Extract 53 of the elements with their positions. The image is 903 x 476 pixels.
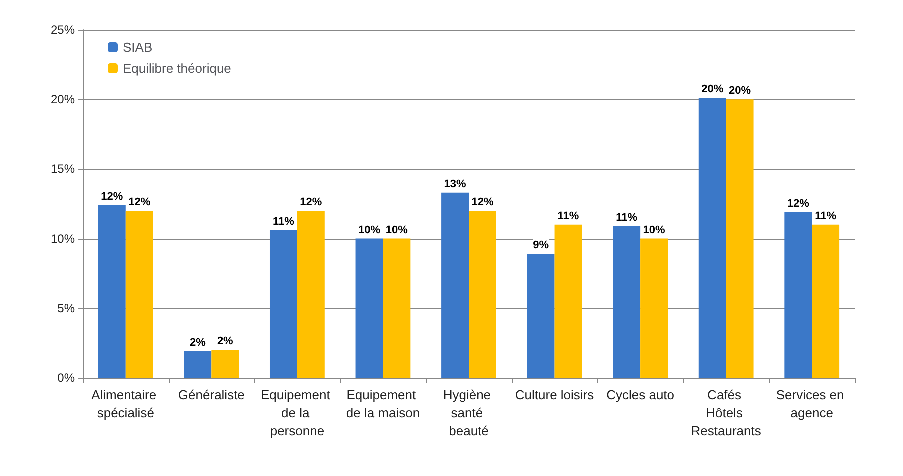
x-tick-label: Hygiène santé beauté <box>443 388 495 438</box>
bar <box>469 210 496 378</box>
x-tick-label: Cafés Hôtels Restaurants <box>691 388 762 438</box>
data-label: 20% <box>702 84 724 96</box>
data-label: 13% <box>444 178 466 190</box>
data-label: 2% <box>190 337 206 350</box>
data-label: 11% <box>616 212 638 224</box>
y-tick-label: 15% <box>50 162 76 176</box>
data-label: 12% <box>300 196 322 208</box>
bar <box>98 205 126 378</box>
data-label: 20% <box>729 85 752 98</box>
data-label: 12% <box>472 196 494 208</box>
x-tick-label: Services en agence <box>776 388 848 420</box>
bar <box>212 350 240 378</box>
data-label: 11% <box>815 210 837 222</box>
x-tick-label: Equipement de la personne <box>260 388 334 438</box>
legend-label: SIAB <box>123 40 153 55</box>
bar <box>812 224 840 378</box>
bar <box>784 212 812 378</box>
x-tick-label: Cycles auto <box>606 388 675 402</box>
data-label: 10% <box>386 224 408 236</box>
x-tick-label: Généraliste <box>178 388 245 402</box>
data-label: 10% <box>643 224 666 236</box>
bar <box>126 210 154 378</box>
x-tick-label: Equipement de la maison <box>346 388 420 420</box>
data-label: 11% <box>273 216 295 228</box>
y-tick-label: 5% <box>58 301 76 316</box>
bar <box>640 238 668 378</box>
bar <box>527 254 555 378</box>
bar <box>383 238 411 378</box>
y-tick-label: 20% <box>50 92 76 107</box>
data-label: 9% <box>533 240 550 252</box>
bar <box>270 230 298 378</box>
data-label: 12% <box>101 190 124 203</box>
bar <box>442 192 469 378</box>
y-tick-label: 0% <box>58 371 76 385</box>
bar <box>613 226 641 378</box>
x-tick-label: Alimentaire spécialisé <box>92 388 160 420</box>
bar <box>698 98 726 378</box>
bar <box>184 352 212 378</box>
legend-label: Equilibre théorique <box>123 61 232 76</box>
bar <box>554 224 582 378</box>
y-tick-label: 10% <box>50 232 76 246</box>
data-label: 10% <box>358 224 381 236</box>
y-tick-label: 25% <box>50 23 76 37</box>
data-label: 2% <box>217 336 234 348</box>
data-label: 12% <box>787 198 810 210</box>
data-label: 12% <box>128 196 151 208</box>
x-tick-label: Culture loisirs <box>515 388 595 402</box>
bar <box>356 238 384 378</box>
data-label: 11% <box>558 210 580 222</box>
bar <box>726 100 754 378</box>
bar <box>297 210 325 378</box>
